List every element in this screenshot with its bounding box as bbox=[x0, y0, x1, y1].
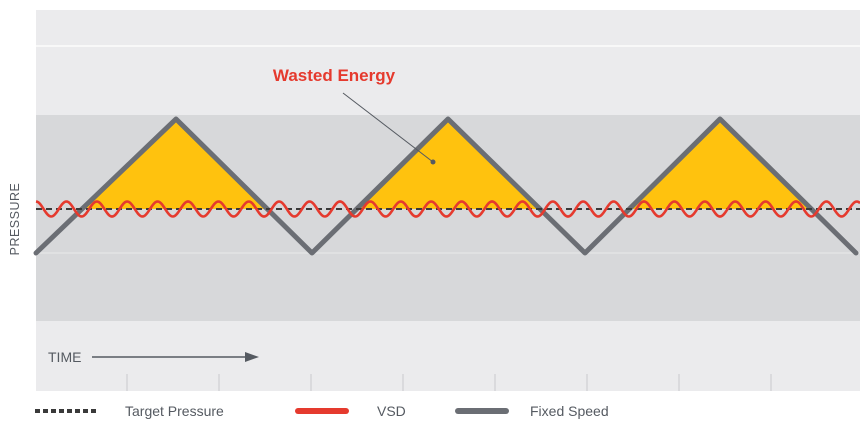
vsd-line bbox=[35, 200, 860, 218]
legend-vsd-swatch bbox=[295, 408, 349, 414]
legend-vsd-label: VSD bbox=[377, 403, 406, 419]
wasted-energy-region-1 bbox=[85, 119, 266, 209]
legend-target-label: Target Pressure bbox=[125, 403, 224, 419]
time-axis-label: TIME bbox=[48, 349, 81, 365]
pressure-axis-label: PRESSURE bbox=[8, 183, 22, 256]
wasted-energy-region-3 bbox=[629, 119, 810, 209]
time-arrow-head bbox=[245, 352, 259, 362]
callout-dot bbox=[430, 159, 436, 165]
fixed-speed-line bbox=[33, 116, 859, 256]
legend-fixed-swatch bbox=[455, 408, 509, 414]
legend-fixed-label: Fixed Speed bbox=[530, 403, 609, 419]
time-ticks bbox=[126, 374, 772, 391]
wasted-energy-label: Wasted Energy bbox=[273, 66, 396, 85]
band-bottom bbox=[36, 321, 860, 391]
callout-leader bbox=[342, 92, 434, 163]
wasted-energy-region-2 bbox=[357, 119, 538, 209]
band-top bbox=[36, 10, 860, 115]
